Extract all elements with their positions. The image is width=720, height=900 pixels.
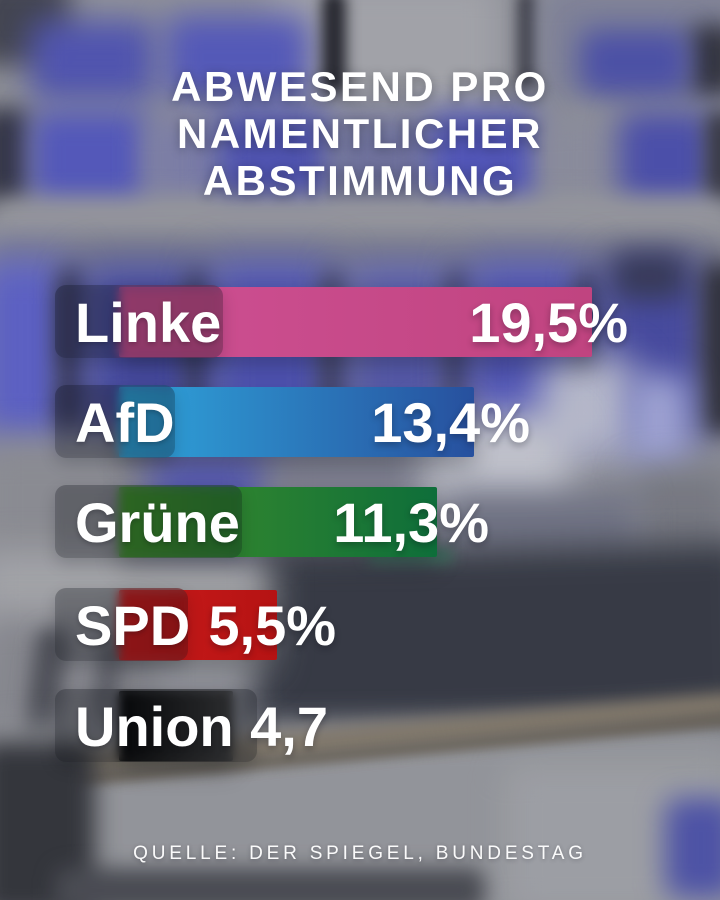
bg-blob <box>628 375 690 470</box>
chart-title: ABWESEND PRO NAMENTLICHER ABSTIMMUNG <box>0 63 720 204</box>
bar-row-afd: AfD 13,4% <box>0 385 720 458</box>
bg-blob <box>30 110 148 208</box>
bg-blob <box>215 110 333 206</box>
bg-blob <box>30 20 155 100</box>
title-line-2: NAMENTLICHER <box>177 110 543 157</box>
label-plate-grne <box>55 485 242 558</box>
bg-blob <box>665 798 720 898</box>
bar-label-afd: AfD <box>75 391 175 454</box>
bg-blob <box>322 0 346 95</box>
bg-blob <box>612 252 687 300</box>
bg-blob <box>702 262 720 434</box>
bg-blob <box>618 112 713 204</box>
label-plate-linke <box>55 285 223 358</box>
label-plate-union <box>55 689 257 762</box>
bg-blob <box>165 15 310 100</box>
title-line-1: ABWESEND PRO <box>171 63 549 110</box>
bar-label-linke: Linke <box>75 291 222 354</box>
bar-row-spd: SPD 5,5% <box>0 588 720 661</box>
bar-value-grne: 11,3% <box>333 491 489 554</box>
bg-blob <box>706 110 720 205</box>
bar-row-union: Union 4,7 <box>0 689 720 762</box>
bg-blob <box>688 25 720 95</box>
bg-blob <box>0 108 30 208</box>
label-plate-afd <box>55 385 175 458</box>
bar-value-spd: 5,5% <box>208 594 336 657</box>
bg-blob <box>542 116 620 204</box>
title-line-3: ABSTIMMUNG <box>202 157 518 204</box>
bar-label-grne: Grüne <box>75 491 240 554</box>
bar-afd <box>119 387 474 457</box>
bg-blob <box>330 114 432 206</box>
bar-value-linke: 19,5% <box>469 291 628 354</box>
bg-blob <box>146 116 218 204</box>
bar-row-grne: Grüne 11,3% <box>0 485 720 558</box>
bg-blob <box>55 868 485 900</box>
bar-value-afd: 13,4% <box>371 391 530 454</box>
source-credit: QUELLE: DER SPIEGEL, BUNDESTAG <box>133 843 587 864</box>
bg-blob <box>518 0 536 90</box>
bar-label-spd: SPD <box>75 594 191 657</box>
bg-blob <box>0 198 720 240</box>
bg-blob <box>580 30 690 95</box>
bar-row-linke: Linke 19,5% <box>0 285 720 358</box>
label-plate-spd <box>55 588 188 661</box>
bar-value-union: 4,7 <box>250 695 328 758</box>
bg-blob <box>428 110 540 206</box>
bar-label-union: Union <box>75 695 234 758</box>
